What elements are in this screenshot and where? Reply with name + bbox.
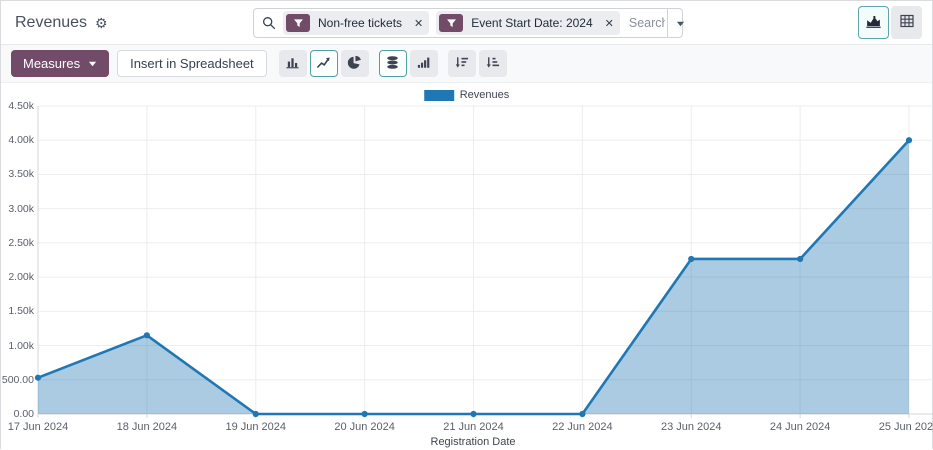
y-axis-tick: 4.00k	[8, 134, 34, 147]
sort-descending-button[interactable]	[447, 50, 476, 77]
search-icon	[262, 16, 276, 30]
search-bar[interactable]: Non-free tickets ✕ Event Start Date: 2024 ✕	[253, 8, 685, 38]
pie-chart-button[interactable]	[340, 50, 369, 77]
page-title: Revenues	[15, 13, 88, 31]
cumulative-icon	[416, 55, 431, 73]
y-axis-tick: 1.50k	[8, 305, 34, 318]
facet-label: Non-free tickets	[318, 16, 403, 30]
view-button-graph[interactable]	[858, 6, 889, 39]
gear-icon[interactable]: ⚙	[95, 14, 108, 31]
x-axis-tick: 25 Jun 2024	[878, 421, 933, 433]
chart-region: Revenues Registration Date 0.00 500.00 1.0…	[1, 83, 933, 450]
search-facet: Event Start Date: 2024 ✕	[436, 11, 620, 35]
filter-icon	[439, 14, 464, 32]
x-axis-tick: 24 Jun 2024	[769, 421, 831, 433]
x-axis-tick: 23 Jun 2024	[660, 421, 722, 433]
control-toolbar: Measures Insert in Spreadsheet	[1, 45, 932, 83]
view-switcher	[858, 6, 922, 39]
y-axis-tick: 2.50k	[8, 236, 34, 249]
search-facet: Non-free tickets ✕	[283, 11, 430, 35]
facet-remove-icon[interactable]: ✕	[604, 17, 614, 30]
facet-remove-icon[interactable]: ✕	[414, 17, 424, 30]
legend-item-revenues[interactable]: Revenues	[423, 89, 510, 101]
view-button-pivot[interactable]	[891, 6, 922, 39]
stacked-button[interactable]	[378, 50, 407, 77]
legend-swatch	[423, 89, 454, 101]
sort-ascending-icon	[485, 55, 500, 73]
pivot-view-icon	[899, 13, 915, 32]
y-axis-tick: 1.00k	[8, 339, 34, 352]
x-axis-tick: 18 Jun 2024	[116, 421, 178, 433]
x-axis-tick: 17 Jun 2024	[7, 421, 69, 433]
legend-label: Revenues	[459, 89, 510, 101]
chevron-down-icon	[88, 61, 97, 67]
bar-chart-icon	[285, 55, 300, 73]
x-axis-tick: 20 Jun 2024	[334, 421, 395, 433]
search-dropdown-toggle[interactable]	[666, 9, 694, 37]
top-bar: Revenues ⚙ Non-free tickets ✕ Event Start …	[1, 1, 932, 45]
y-axis-tick: 3.50k	[8, 168, 34, 181]
pie-chart-icon	[347, 55, 362, 73]
y-axis-tick: 3.00k	[8, 202, 34, 215]
search-input[interactable]	[626, 15, 667, 31]
cumulative-button[interactable]	[409, 50, 438, 77]
sort-descending-icon	[454, 55, 469, 73]
sort-ascending-button[interactable]	[478, 50, 507, 77]
line-chart-icon	[316, 55, 331, 73]
y-axis-tick: 4.50k	[8, 100, 34, 112]
x-axis-tick: 19 Jun 2024	[225, 421, 287, 433]
stacked-icon	[385, 55, 400, 73]
facet-label: Event Start Date: 2024	[471, 16, 593, 30]
y-axis-tick: 0.00	[13, 408, 34, 420]
y-axis-tick: 2.00k	[8, 271, 34, 284]
x-axis-title: Registration Date	[430, 436, 516, 448]
graph-view-icon	[865, 13, 882, 33]
bar-chart-button[interactable]	[278, 50, 307, 77]
insert-in-spreadsheet-button[interactable]: Insert in Spreadsheet	[117, 50, 267, 77]
x-axis-tick: 22 Jun 2024	[552, 421, 613, 433]
chart-type-buttons	[278, 50, 507, 77]
x-axis-tick: 21 Jun 2024	[443, 421, 504, 433]
line-chart-button[interactable]	[309, 50, 338, 77]
chevron-down-icon	[677, 21, 685, 26]
measures-button[interactable]: Measures	[11, 50, 110, 77]
filter-icon	[286, 14, 310, 32]
y-axis-tick: 500.00	[1, 373, 34, 386]
